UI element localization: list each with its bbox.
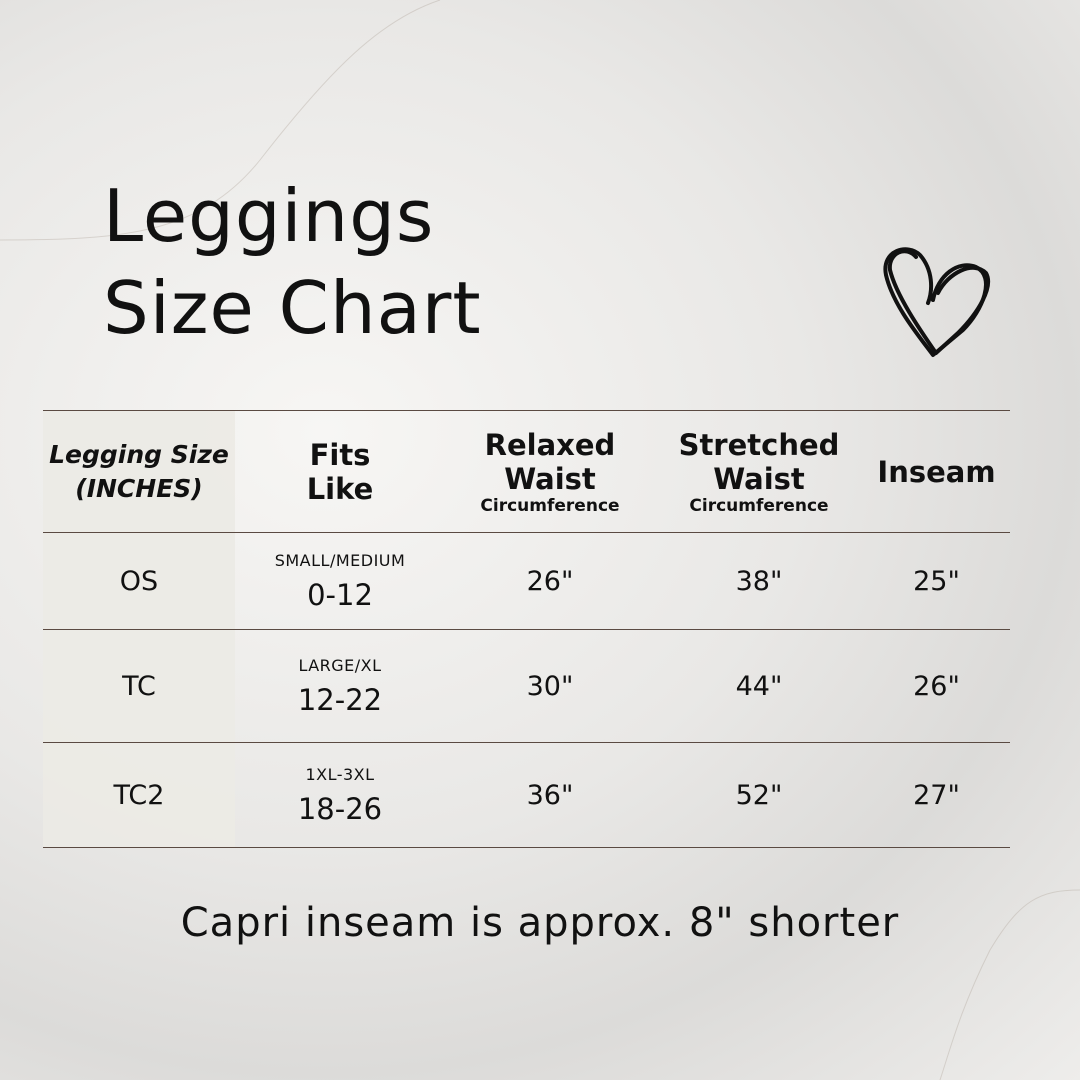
page-title: Leggings Size Chart bbox=[103, 170, 482, 354]
table-row: OS SMALL/MEDIUM 0-12 26" 38" 25" bbox=[43, 532, 1010, 629]
header-text: Fits bbox=[309, 437, 371, 472]
heart-outline-icon bbox=[883, 247, 990, 357]
capri-note: Capri inseam is approx. 8" shorter bbox=[180, 900, 900, 946]
header-subtext: Circumference bbox=[480, 495, 620, 516]
fits-range: 18-26 bbox=[297, 791, 383, 826]
relaxed-waist-cell: 36" bbox=[526, 779, 574, 811]
fits-label: LARGE/XL bbox=[298, 655, 382, 675]
header-subtext: Circumference bbox=[689, 495, 829, 516]
size-cell: TC bbox=[43, 630, 235, 742]
fits-like-cell: SMALL/MEDIUM 0-12 bbox=[235, 533, 445, 629]
header-text: Relaxed bbox=[484, 427, 616, 462]
fits-range: 0-12 bbox=[307, 577, 373, 612]
fits-like-cell: 1XL-3XL 18-26 bbox=[235, 743, 445, 847]
title-line-2: Size Chart bbox=[103, 266, 482, 350]
size-cell: TC2 bbox=[43, 743, 235, 847]
header-text: Waist bbox=[504, 461, 596, 496]
fits-range: 12-22 bbox=[297, 682, 383, 717]
stretched-waist-cell: 52" bbox=[735, 779, 783, 811]
stretched-waist-cell: 38" bbox=[735, 565, 783, 597]
relaxed-waist-cell: 26" bbox=[526, 565, 574, 597]
table-row: TC LARGE/XL 12-22 30" 44" 26" bbox=[43, 629, 1010, 742]
header-legging-size: Legging Size (INCHES) bbox=[43, 411, 235, 532]
fits-like-cell: LARGE/XL 12-22 bbox=[235, 630, 445, 742]
header-text: Like bbox=[306, 471, 374, 506]
inseam-cell: 27" bbox=[913, 779, 960, 811]
inseam-cell: 25" bbox=[913, 565, 960, 597]
inseam-cell: 26" bbox=[913, 670, 960, 702]
header-text: (INCHES) bbox=[75, 473, 203, 503]
header-text: Inseam bbox=[877, 454, 996, 489]
size-chart-table: Legging Size (INCHES) Fits Like Relaxed … bbox=[43, 410, 1010, 848]
fits-label: SMALL/MEDIUM bbox=[274, 550, 406, 570]
size-cell: OS bbox=[43, 533, 235, 629]
header-relaxed-waist: Relaxed Waist Circumference bbox=[445, 411, 655, 532]
table-header-row: Legging Size (INCHES) Fits Like Relaxed … bbox=[43, 410, 1010, 532]
header-text: Legging Size bbox=[49, 439, 229, 469]
fits-label: 1XL-3XL bbox=[305, 764, 375, 784]
header-text: Waist bbox=[713, 461, 805, 496]
relaxed-waist-cell: 30" bbox=[526, 670, 574, 702]
header-text: Stretched bbox=[678, 427, 840, 462]
header-stretched-waist: Stretched Waist Circumference bbox=[655, 411, 863, 532]
header-fits-like: Fits Like bbox=[235, 411, 445, 532]
stretched-waist-cell: 44" bbox=[735, 670, 783, 702]
header-inseam: Inseam bbox=[863, 411, 1010, 532]
table-row: TC2 1XL-3XL 18-26 36" 52" 27" bbox=[43, 742, 1010, 848]
title-line-1: Leggings bbox=[103, 174, 435, 258]
